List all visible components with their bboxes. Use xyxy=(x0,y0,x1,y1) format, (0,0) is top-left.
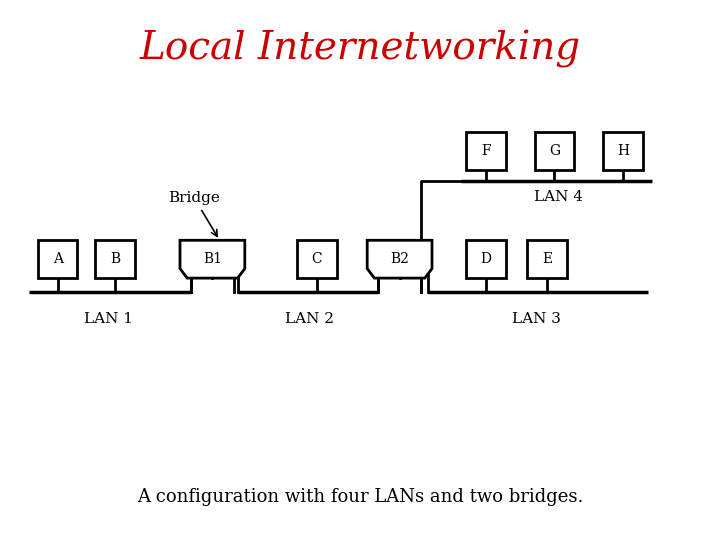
Text: E: E xyxy=(542,252,552,266)
Text: Local Internetworking: Local Internetworking xyxy=(140,30,580,68)
FancyBboxPatch shape xyxy=(603,132,643,170)
FancyBboxPatch shape xyxy=(38,240,78,278)
FancyBboxPatch shape xyxy=(467,132,506,170)
FancyBboxPatch shape xyxy=(297,240,336,278)
Text: Bridge: Bridge xyxy=(168,191,220,237)
FancyBboxPatch shape xyxy=(534,132,575,170)
Text: H: H xyxy=(617,144,629,158)
Text: G: G xyxy=(549,144,560,158)
Text: B2: B2 xyxy=(390,252,409,266)
Polygon shape xyxy=(180,240,245,278)
Text: F: F xyxy=(481,144,491,158)
Text: LAN 1: LAN 1 xyxy=(84,312,132,326)
Text: A configuration with four LANs and two bridges.: A configuration with four LANs and two b… xyxy=(137,488,583,506)
FancyBboxPatch shape xyxy=(95,240,135,278)
Polygon shape xyxy=(367,240,432,278)
Text: LAN 4: LAN 4 xyxy=(534,190,582,204)
Text: B: B xyxy=(110,252,120,266)
Text: C: C xyxy=(312,252,322,266)
FancyBboxPatch shape xyxy=(527,240,567,278)
Text: LAN 3: LAN 3 xyxy=(512,312,561,326)
Text: LAN 2: LAN 2 xyxy=(285,312,334,326)
Text: D: D xyxy=(480,252,492,266)
Text: B1: B1 xyxy=(203,252,222,266)
Text: A: A xyxy=(53,252,63,266)
FancyBboxPatch shape xyxy=(467,240,506,278)
